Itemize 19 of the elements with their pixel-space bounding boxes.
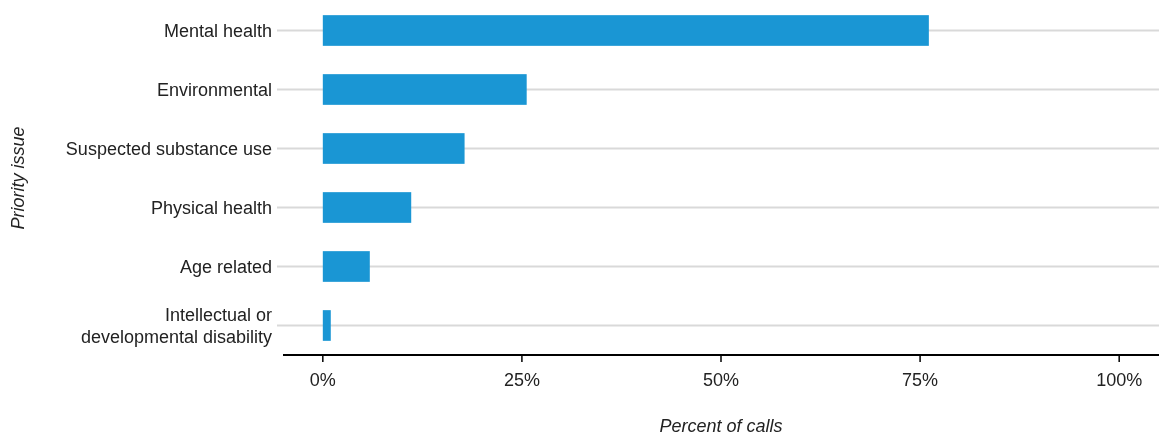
y-tick-label: Age related [179, 256, 272, 277]
bar [322, 74, 527, 105]
x-tick-label: 50% [702, 370, 740, 390]
y-tick-label: Intellectual or developmental disability [80, 304, 272, 347]
y-axis-title: Priority issue [8, 126, 28, 230]
bar [322, 251, 370, 282]
bar [322, 133, 465, 164]
x-tick-label: 75% [902, 370, 939, 390]
y-tick-label: Physical health [150, 197, 272, 218]
y-tick-label: Suspected substance use [65, 138, 272, 159]
x-tick-label: 0% [309, 370, 336, 390]
x-tick-label: 100% [1096, 370, 1143, 390]
bar [322, 15, 929, 46]
y-tick-label: Mental health [163, 20, 272, 41]
bar [322, 310, 331, 341]
x-tick-label: 25% [503, 370, 540, 390]
x-axis-title: Percent of calls [659, 416, 783, 436]
bar [322, 192, 412, 223]
y-tick-label: Environmental [156, 79, 272, 100]
